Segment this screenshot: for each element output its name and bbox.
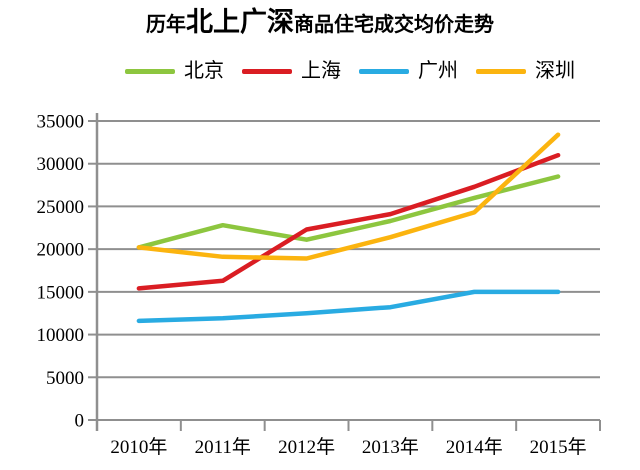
y-tick-label-15000: 15000 [37, 282, 85, 303]
title-prefix: 历年 [146, 14, 186, 36]
legend-item-beijing: 北京 [125, 59, 224, 83]
legend: 北京 上海 广州 深圳 [60, 58, 640, 84]
title-highlight: 北上广深 [186, 7, 294, 37]
x-tick-label-2: 2012年 [278, 436, 335, 458]
series-line-beijing [136, 174, 561, 250]
y-tick-label-5000: 5000 [46, 368, 84, 389]
x-tick-label-5: 2015年 [530, 436, 587, 458]
legend-item-shenzhen: 深圳 [476, 59, 575, 83]
legend-swatch-beijing [125, 68, 175, 74]
series-line-shanghai [136, 152, 561, 291]
y-tick-label-0: 0 [75, 411, 85, 432]
series-line-guangzhou [136, 289, 561, 324]
y-tick-label-25000: 25000 [37, 197, 85, 218]
x-tick-label-1: 2011年 [195, 436, 251, 458]
y-tick-label-30000: 30000 [37, 154, 85, 175]
x-tick-label-0: 2010年 [110, 436, 167, 458]
legend-swatch-guangzhou [359, 68, 409, 74]
y-tick-label-10000: 10000 [37, 325, 85, 346]
y-tick-label-35000: 35000 [37, 112, 85, 133]
x-tick-label-3: 2013年 [362, 436, 419, 458]
legend-label-guangzhou: 广州 [418, 60, 458, 82]
legend-swatch-shenzhen [476, 68, 526, 74]
y-tick-label-20000: 20000 [37, 240, 85, 261]
legend-label-shanghai: 上海 [301, 60, 341, 82]
title-suffix: 商品住宅成交均价走势 [294, 14, 494, 36]
chart-title: 历年北上广深商品住宅成交均价走势 [0, 6, 640, 41]
legend-item-shanghai: 上海 [242, 59, 341, 83]
legend-item-guangzhou: 广州 [359, 59, 458, 83]
legend-swatch-shanghai [242, 68, 292, 74]
legend-label-shenzhen: 深圳 [535, 60, 575, 82]
legend-label-beijing: 北京 [184, 60, 224, 82]
series-line-shenzhen [136, 132, 561, 261]
x-tick-label-4: 2014年 [446, 436, 503, 458]
